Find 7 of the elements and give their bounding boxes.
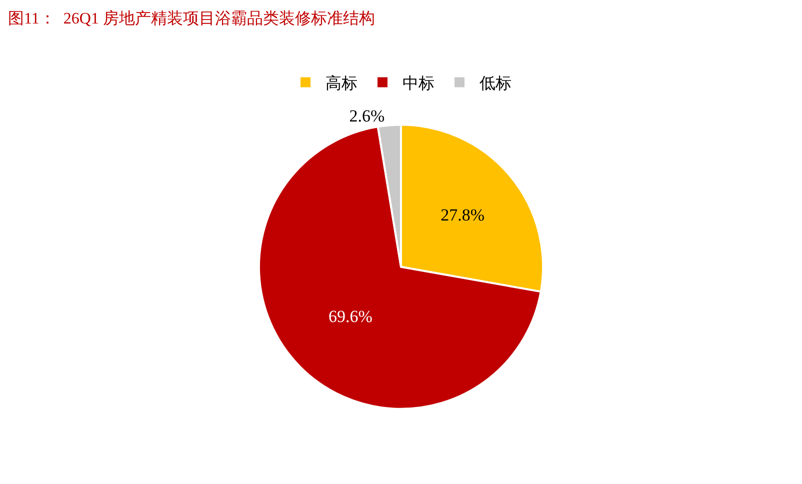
data-label: 2.6% <box>349 106 385 126</box>
chart-title: 图11： 26Q1 房地产精装项目浴霸品类装修标准结构 <box>8 9 375 28</box>
legend-label: 中标 <box>402 74 434 93</box>
legend-label: 高标 <box>326 74 358 93</box>
data-label: 69.6% <box>328 307 372 326</box>
data-label: 27.8% <box>440 206 485 225</box>
legend-label: 低标 <box>480 76 512 93</box>
